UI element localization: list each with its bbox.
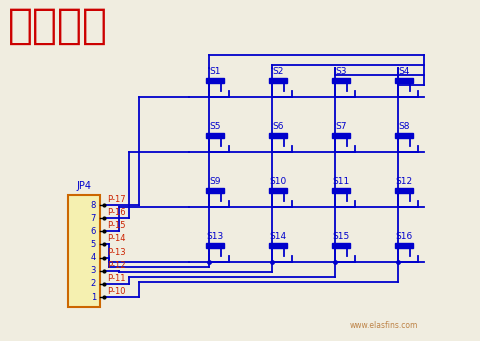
Text: S4: S4 — [398, 67, 410, 76]
Text: P-16: P-16 — [107, 208, 126, 217]
Bar — [68, 195, 100, 307]
Bar — [206, 78, 224, 83]
Bar — [332, 78, 350, 83]
Text: S6: S6 — [272, 122, 284, 131]
Bar — [206, 243, 224, 248]
Bar — [395, 188, 413, 193]
Bar — [269, 243, 287, 248]
Bar — [332, 188, 350, 193]
Text: 6: 6 — [91, 227, 96, 236]
Text: S8: S8 — [398, 122, 410, 131]
Text: S10: S10 — [269, 177, 287, 186]
Text: S14: S14 — [269, 232, 287, 241]
Text: S3: S3 — [335, 67, 347, 76]
Text: S1: S1 — [209, 67, 221, 76]
Text: P-10: P-10 — [107, 287, 125, 296]
Bar — [206, 188, 224, 193]
Text: 4: 4 — [91, 253, 96, 262]
Bar — [332, 243, 350, 248]
Bar — [269, 188, 287, 193]
Bar — [332, 133, 350, 138]
Text: 1: 1 — [91, 293, 96, 301]
Text: 7: 7 — [91, 214, 96, 223]
Bar — [269, 78, 287, 83]
Text: P-12: P-12 — [107, 261, 125, 270]
Text: S13: S13 — [206, 232, 224, 241]
Bar — [269, 133, 287, 138]
Text: 矩阵键盘: 矩阵键盘 — [8, 5, 108, 47]
Text: 5: 5 — [91, 240, 96, 249]
Text: JP4: JP4 — [76, 181, 92, 191]
Text: S9: S9 — [209, 177, 221, 186]
Text: 3: 3 — [91, 266, 96, 275]
Text: www.elasfins.com: www.elasfins.com — [350, 321, 419, 330]
Bar — [395, 243, 413, 248]
Bar — [206, 133, 224, 138]
Text: S11: S11 — [332, 177, 349, 186]
Bar — [395, 78, 413, 83]
Text: P-15: P-15 — [107, 221, 125, 230]
Text: S5: S5 — [209, 122, 221, 131]
Text: S15: S15 — [332, 232, 349, 241]
Text: S2: S2 — [272, 67, 284, 76]
Text: S7: S7 — [335, 122, 347, 131]
Text: 2: 2 — [91, 279, 96, 288]
Text: S16: S16 — [396, 232, 413, 241]
Text: P-11: P-11 — [107, 274, 125, 283]
Text: P-14: P-14 — [107, 234, 125, 243]
Text: 8: 8 — [91, 201, 96, 209]
Text: P-17: P-17 — [107, 195, 126, 204]
Text: S12: S12 — [396, 177, 413, 186]
Bar — [395, 133, 413, 138]
Text: P-13: P-13 — [107, 248, 126, 256]
